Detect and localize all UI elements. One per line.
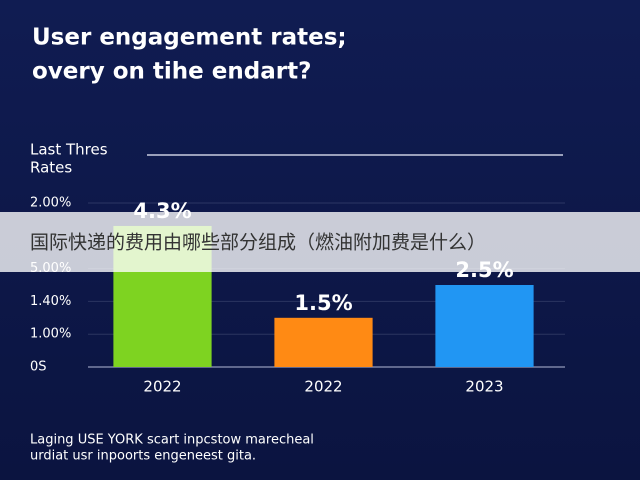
y-tick-label: 0S [30,360,47,375]
bar [274,317,373,367]
x-tick-label: 2023 [465,378,503,396]
y-tick-label: 2.00% [30,196,71,211]
overlay-caption: 国际快递的费用由哪些部分组成（燃油附加费是什么） [30,232,486,254]
overlay-banner [0,212,640,272]
y-tick-label: 1.40% [30,294,71,309]
y-axis-label: Last Thres [30,141,108,159]
footer-text: urdiat usr inpoorts engeneest gita. [30,449,256,464]
x-tick-label: 2022 [304,378,342,396]
y-axis-label: Rates [30,159,72,177]
chart-title: User engagement rates; [32,25,347,51]
chart-title: overy on tihe endart? [32,59,311,85]
x-tick-label: 2022 [143,378,181,396]
value-label: 1.5% [294,291,352,315]
bar [435,285,534,367]
footer-text: Laging USE YORK scart inpcstow marecheal [30,433,314,448]
y-tick-label: 1.00% [30,327,71,342]
